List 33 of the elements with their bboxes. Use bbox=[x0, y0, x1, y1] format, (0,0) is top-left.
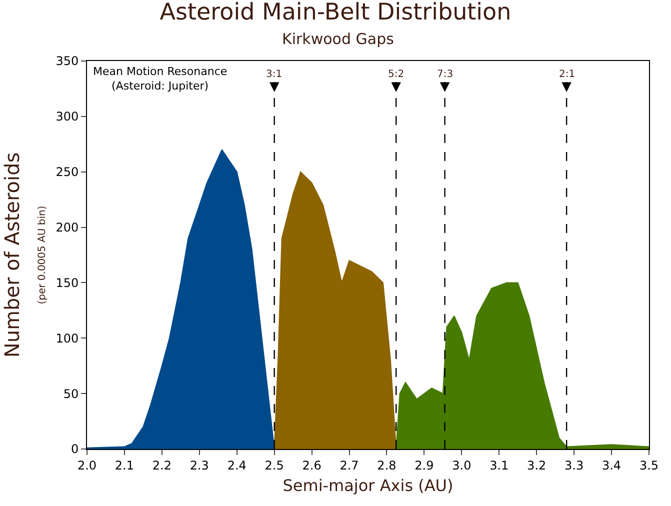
chart-title: Asteroid Main-Belt Distribution bbox=[160, 0, 512, 26]
x-tick-label: 2.5 bbox=[264, 458, 284, 472]
x-tick-label: 3.4 bbox=[602, 458, 622, 472]
x-tick-label: 2.1 bbox=[114, 458, 134, 472]
x-tick-label: 3.1 bbox=[490, 458, 509, 472]
y-tick-label: 150 bbox=[56, 276, 79, 290]
y-tick-label: 350 bbox=[56, 54, 79, 68]
annotation: 5:2 bbox=[388, 69, 404, 80]
y-tick-label: 200 bbox=[56, 220, 79, 234]
annotation: 2:1 bbox=[559, 69, 576, 80]
y-tick-label: 0 bbox=[70, 442, 79, 456]
x-tick-label: 3.0 bbox=[452, 458, 472, 472]
x-tick-label: 3.3 bbox=[564, 458, 584, 472]
annotation: 7:3 bbox=[437, 69, 454, 80]
x-tick-label: 2.7 bbox=[340, 458, 359, 472]
x-tick-label: 2.0 bbox=[77, 458, 97, 472]
y-tick-label: 250 bbox=[56, 165, 79, 180]
x-tick-label: 2.2 bbox=[152, 458, 172, 472]
y-tick-label: 300 bbox=[56, 110, 79, 124]
annotation: 3:1 bbox=[266, 69, 282, 80]
y-tick-label: 100 bbox=[56, 331, 79, 346]
y-axis-title: Number of Asteroids (per 0.0005 AU bin) bbox=[0, 152, 48, 358]
x-tick-label: 3.5 bbox=[639, 458, 659, 472]
y-tick-label: 50 bbox=[63, 386, 79, 401]
x-tick-label: 2.8 bbox=[377, 458, 396, 472]
x-tick-label: 3.2 bbox=[527, 458, 546, 472]
x-axis-title: Semi-major Axis (AU) bbox=[282, 476, 454, 496]
x-tick-label: 2.9 bbox=[414, 458, 434, 472]
x-tick-label: 2.3 bbox=[190, 458, 209, 472]
x-tick-label: 2.6 bbox=[302, 458, 322, 472]
chart-subtitle: Kirkwood Gaps bbox=[282, 30, 394, 48]
x-tick-label: 2.4 bbox=[227, 458, 246, 472]
annotation: Mean Motion Resonance (Asteroid: Jupiter) bbox=[93, 65, 228, 92]
